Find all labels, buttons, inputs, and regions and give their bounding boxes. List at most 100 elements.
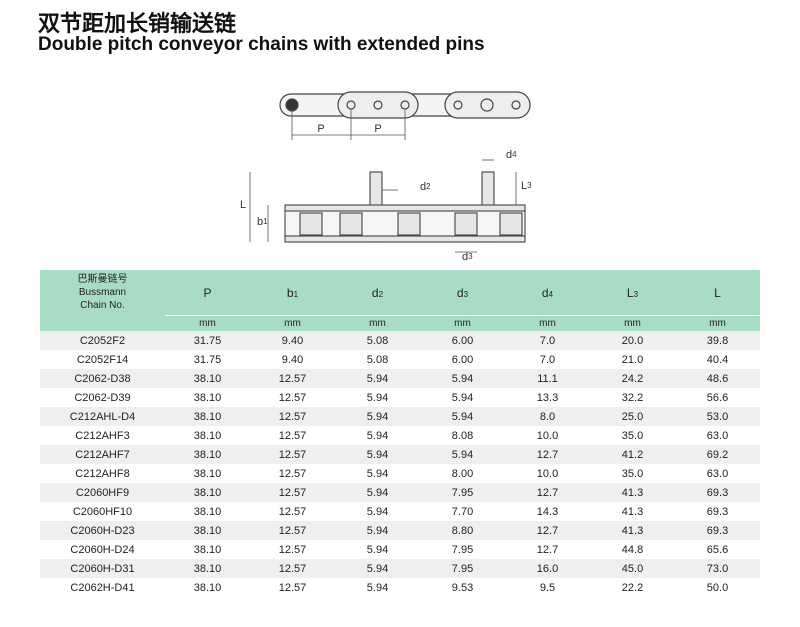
dim-label: P (317, 123, 324, 135)
table-cell: 5.94 (335, 483, 420, 502)
header-cell: L3 (590, 270, 675, 316)
header-cell: P (165, 270, 250, 316)
table-cell: 45.0 (590, 559, 675, 578)
unit-cell: mm (420, 315, 505, 331)
table-cell: 9.40 (250, 331, 335, 350)
table-cell: 12.57 (278, 543, 307, 556)
table-cell: 6.00 (451, 353, 474, 366)
unit-row: mm mm mm mm mm mm mm (40, 315, 760, 331)
table-cell: 69.3 (675, 483, 760, 502)
header-main: d (371, 285, 379, 300)
table-cell: 12.57 (278, 505, 307, 518)
chain-top (279, 91, 531, 119)
table-cell: 38.10 (165, 559, 250, 578)
table-cell: 63.0 (706, 467, 729, 480)
table-cell: 22.2 (621, 581, 644, 594)
table-cell: 38.10 (193, 391, 222, 404)
table-cell: 31.75 (193, 353, 222, 366)
table-cell: 35.0 (621, 429, 644, 442)
unit-cell: mm (250, 315, 335, 331)
table-cell: 14.3 (536, 505, 559, 518)
header-sub: 4 (548, 289, 554, 299)
table-cell: 16.0 (505, 559, 590, 578)
dim-label: d2 (420, 181, 431, 193)
unit-cell: mm (335, 315, 420, 331)
header-cell: d4 (505, 270, 590, 316)
table-cell: 38.10 (165, 483, 250, 502)
table-cell: 20.0 (590, 331, 675, 350)
table-row: C212AHF3 38.10 12.57 5.94 8.08 10.0 35.0 63.0 (40, 426, 760, 445)
table-cell: 12.57 (250, 483, 335, 502)
header-cell: 巴斯曼链号 Bussmann Chain No. (40, 270, 165, 316)
table-cell: 7.95 (420, 559, 505, 578)
header-main: L (714, 285, 721, 300)
table-cell: 38.10 (193, 467, 222, 480)
table-cell: 5.94 (420, 369, 505, 388)
table-row: C2052F2 31.75 9.40 5.08 6.00 7.0 20.0 39.8 (40, 331, 760, 350)
header-line: 巴斯曼链号 (77, 274, 128, 286)
table-cell: 5.08 (335, 331, 420, 350)
dim-label: L3 (521, 180, 532, 192)
header-main: P (203, 285, 212, 300)
table-cell: 7.0 (505, 331, 590, 350)
table-row: C2052F14 31.75 9.40 5.08 6.00 7.0 21.0 40.4 (40, 350, 760, 369)
table-cell: C212AHL-D4 (40, 407, 165, 426)
table-cell: 40.4 (706, 353, 729, 366)
table-cell: 5.94 (451, 391, 474, 404)
table-cell: 12.7 (505, 483, 590, 502)
title-cn: 双节距加长销输送链 (38, 12, 237, 37)
table-cell: 12.57 (278, 467, 307, 480)
table-cell: 8.80 (420, 521, 505, 540)
table-cell: 13.3 (536, 391, 559, 404)
unit-cell: mm (675, 315, 760, 331)
table-cell: C2060H-D24 (70, 543, 135, 556)
unit-cell: mm (505, 315, 590, 331)
table-cell: 25.0 (590, 407, 675, 426)
chain-side (284, 171, 526, 243)
table-cell: 53.0 (675, 407, 760, 426)
table-cell: 9.5 (539, 581, 556, 594)
table-cell: 5.94 (335, 369, 420, 388)
table-cell: C2062H-D41 (70, 581, 135, 594)
table-cell: 11.1 (505, 369, 590, 388)
side-dims (249, 159, 517, 253)
table-cell: 12.7 (536, 543, 559, 556)
table-cell: 12.57 (250, 559, 335, 578)
table-cell: C2060HF10 (72, 505, 133, 518)
table-cell: 5.94 (366, 505, 389, 518)
header-main: d (456, 285, 464, 300)
table-cell: 7.70 (451, 505, 474, 518)
unit-cell: mm (590, 315, 675, 331)
table-cell: C2060HF9 (40, 483, 165, 502)
table-cell: 12.7 (505, 521, 590, 540)
table-row: C2060H-D31 38.10 12.57 5.94 7.95 16.0 45.0 73.0 (40, 559, 760, 578)
header-cell: d2 (335, 270, 420, 316)
table-cell: 5.08 (366, 353, 389, 366)
dim-label: b1 (257, 216, 268, 228)
table-cell: 38.10 (165, 521, 250, 540)
table-cell: C2052F14 (76, 353, 129, 366)
table-cell: C2052F2 (40, 331, 165, 350)
table-cell: 38.10 (193, 505, 222, 518)
table-cell: C2062-D39 (74, 391, 131, 404)
table-cell: 12.57 (250, 445, 335, 464)
table-row: C212AHL-D4 38.10 12.57 5.94 5.94 8.0 25.0 53.0 (40, 407, 760, 426)
table-cell: 50.0 (706, 581, 729, 594)
table-cell: 41.3 (590, 483, 675, 502)
table-cell: 7.0 (539, 353, 556, 366)
table-cell: 5.94 (420, 445, 505, 464)
table-cell: C2062-D38 (40, 369, 165, 388)
table-cell: 5.94 (335, 521, 420, 540)
table-cell: 8.08 (451, 429, 474, 442)
table-row: C212AHF8 38.10 12.57 5.94 8.00 10.0 35.0 63.0 (40, 464, 760, 483)
table-cell: 5.94 (366, 467, 389, 480)
table-cell: 38.10 (193, 581, 222, 594)
table-cell: 65.6 (706, 543, 729, 556)
table-row: C2060HF9 38.10 12.57 5.94 7.95 12.7 41.3 69.3 (40, 483, 760, 502)
table-cell: 7.95 (420, 483, 505, 502)
header-main: d (541, 285, 549, 300)
unit-cell (40, 315, 165, 331)
table-cell: 38.10 (165, 407, 250, 426)
